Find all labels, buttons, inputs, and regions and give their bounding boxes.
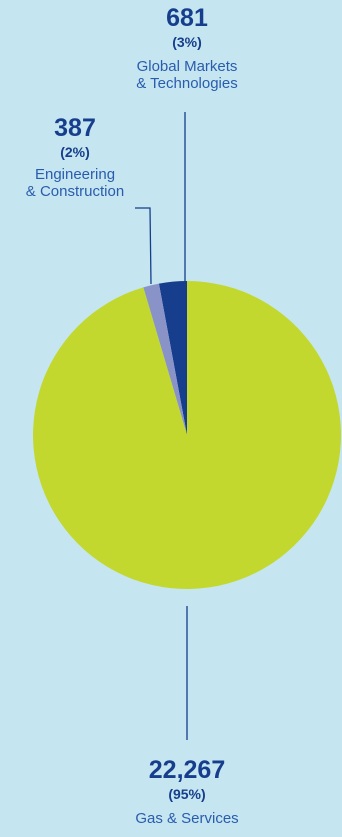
leader-lines: [135, 112, 188, 740]
slice-gas-services: [32, 281, 341, 589]
gas-services-name: Gas & Services: [135, 809, 239, 827]
global-markets-value: 681: [166, 4, 208, 32]
slice-engineering: [143, 283, 187, 435]
global-markets-percent: (3%): [172, 33, 202, 50]
gas-services-percent: (95%): [168, 785, 206, 802]
label-gas-services: 22,267 (95%) Gas & Services: [92, 756, 282, 827]
pie-slices: [32, 281, 341, 589]
label-global-markets: 681 (3%) Global Markets & Technologies: [92, 4, 282, 92]
leader-line-engineering: [135, 207, 152, 285]
global-markets-name-line1: Global Markets: [136, 57, 238, 75]
gas-services-value: 22,267: [148, 756, 226, 784]
engineering-value: 387: [54, 114, 96, 142]
global-markets-name-line2: & Technologies: [136, 75, 238, 93]
engineering-name-line2: & Construction: [25, 183, 125, 201]
label-engineering: 387 (2%) Engineering & Construction: [0, 114, 150, 200]
engineering-name-line1: Engineering: [34, 165, 116, 183]
engineering-percent: (2%): [60, 143, 90, 160]
slice-global-markets: [158, 281, 187, 435]
